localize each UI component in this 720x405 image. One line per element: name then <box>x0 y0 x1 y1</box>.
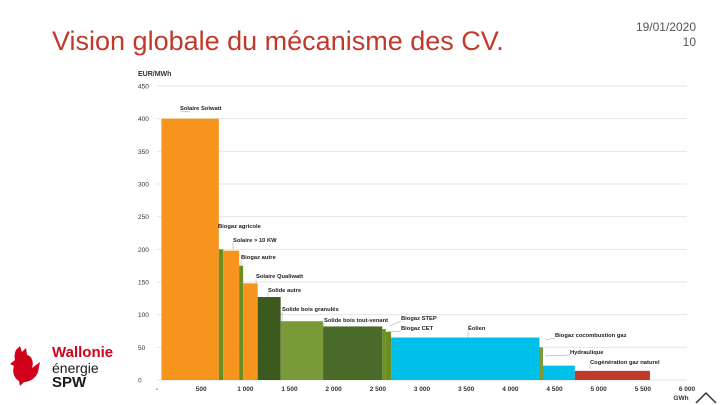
bar <box>239 265 244 380</box>
x-tick-label: 4 000 <box>502 386 519 393</box>
y-tick-label: 350 <box>138 149 149 156</box>
y-axis-label: EUR/MWh <box>138 71 171 78</box>
segment-label: Biogaz CET <box>401 326 434 332</box>
corner-arrow-icon <box>695 391 717 404</box>
y-tick-label: 150 <box>138 280 149 287</box>
segment-label: Solide autre <box>268 288 302 294</box>
x-tick-label: 5 000 <box>591 386 608 393</box>
bar <box>223 250 240 380</box>
logo-line-2: énergie <box>52 360 99 376</box>
label-leader <box>389 330 402 333</box>
segment-label: Solide bois tout-venant <box>324 318 388 324</box>
y-tick-label: 50 <box>138 345 146 352</box>
bar <box>385 331 392 380</box>
y-tick-label: 200 <box>138 247 149 254</box>
y-tick-label: 400 <box>138 116 149 123</box>
segment-label: Biogaz cocombustion gaz <box>555 333 627 339</box>
label-leader <box>544 337 556 341</box>
bar <box>161 118 219 381</box>
bar <box>257 297 281 380</box>
logo-line-3: SPW <box>52 374 87 391</box>
label-leader <box>544 354 571 357</box>
y-tick-label: 100 <box>138 312 149 319</box>
slide-meta: 19/01/2020 10 <box>636 20 696 50</box>
x-tick-label: 6 000 <box>679 386 696 393</box>
x-tick-label: 4 500 <box>546 386 563 393</box>
segment-label: Solaire Qualiwatt <box>256 274 303 280</box>
segment-label: Solaire Solwatt <box>180 106 222 112</box>
slide-page-number: 10 <box>682 35 696 49</box>
bar <box>243 283 258 380</box>
x-axis-label: GWh <box>673 395 688 402</box>
x-tick-label: 1 000 <box>237 386 254 393</box>
bar <box>323 326 383 380</box>
x-tick-label: 1 500 <box>281 386 298 393</box>
segment-label: Hydraulique <box>570 350 604 356</box>
y-tick-label: 450 <box>138 84 149 91</box>
label-leader <box>389 320 402 327</box>
bar <box>280 321 324 380</box>
x-tick-label: 3 500 <box>458 386 475 393</box>
bar <box>539 347 544 380</box>
segment-label: Biogaz agricole <box>218 224 262 230</box>
wallonie-energie-logo: Wallonie énergie SPW <box>10 344 114 394</box>
x-tick-label: - <box>156 386 158 393</box>
logo-line-1: Wallonie <box>52 344 114 361</box>
segment-label: Biogaz STEP <box>401 316 437 322</box>
y-tick-label: 0 <box>138 378 142 385</box>
x-tick-label: 2 500 <box>370 386 387 393</box>
bar <box>391 337 540 380</box>
rooster-icon <box>10 346 40 386</box>
x-tick-label: 500 <box>196 386 207 393</box>
x-tick-label: 3 000 <box>414 386 431 393</box>
y-tick-label: 300 <box>138 182 149 189</box>
segment-label: Solaire > 10 KW <box>233 238 277 244</box>
bar <box>574 370 650 380</box>
slide-date: 19/01/2020 <box>635 20 696 34</box>
bar <box>382 329 386 380</box>
segment-label: Éolien <box>468 324 486 332</box>
segment-label: Biogaz autre <box>241 255 277 261</box>
x-tick-label: 2 000 <box>326 386 343 393</box>
slide-title: Vision globale du mécanisme des CV. <box>52 26 504 56</box>
bar <box>543 365 575 380</box>
segment-label: Cogénération gaz naturel <box>590 360 660 366</box>
y-tick-label: 250 <box>138 214 149 221</box>
bar <box>218 249 224 380</box>
x-tick-label: 5 500 <box>635 386 652 393</box>
label-leader <box>179 110 191 113</box>
segment-label: Solide bois granulés <box>282 307 339 313</box>
